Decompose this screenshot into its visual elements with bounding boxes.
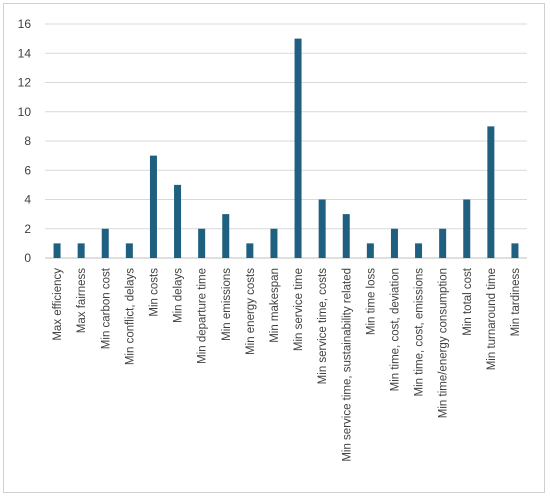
x-category-label: Min departure time — [197, 268, 209, 364]
x-category-label: Min conflict, delays — [124, 268, 136, 365]
x-category-label: Min total cost — [462, 267, 474, 336]
bar — [463, 199, 471, 258]
y-tick-label: 2 — [24, 222, 31, 236]
x-category-label: Min carbon cost — [100, 267, 112, 349]
bar — [511, 243, 519, 258]
y-tick-label: 10 — [18, 105, 32, 119]
bar — [246, 243, 254, 258]
x-category-label: Min time, cost, deviation — [389, 268, 401, 391]
x-category-label: Min time/energy consumption — [438, 268, 450, 418]
y-tick-label: 8 — [24, 134, 31, 148]
y-tick-label: 14 — [18, 46, 32, 60]
x-category-label: Min service time, costs — [317, 268, 329, 385]
bar — [198, 228, 206, 258]
x-category-label: Min service time, sustainability related — [341, 268, 353, 462]
bar — [149, 155, 157, 258]
x-category-label: Max efficiency — [52, 268, 64, 341]
bar — [125, 243, 133, 258]
bar — [390, 228, 398, 258]
bar — [342, 214, 350, 258]
bar — [294, 38, 302, 258]
x-category-label: Min emissions — [221, 268, 233, 341]
bar — [77, 243, 85, 258]
x-category-label: Min time, cost, emissions — [414, 268, 426, 397]
bar — [415, 243, 423, 258]
x-category-label: Min makespan — [269, 268, 281, 343]
x-category-label: Min energy costs — [245, 268, 257, 355]
x-category-label: Min service time — [293, 268, 305, 351]
x-category-label: Min delays — [173, 268, 185, 323]
bar — [174, 184, 182, 258]
x-category-label: Min costs — [148, 268, 160, 317]
bar — [222, 214, 230, 258]
bar — [53, 243, 61, 258]
y-tick-label: 4 — [24, 193, 31, 207]
bar — [101, 228, 109, 258]
y-tick-label: 0 — [24, 251, 31, 265]
x-category-label: Min time loss — [365, 268, 377, 335]
bar — [270, 228, 278, 258]
y-tick-label: 16 — [18, 17, 32, 31]
bar — [439, 228, 447, 258]
x-category-label: Min turnaround time — [486, 268, 498, 370]
bar — [318, 199, 326, 258]
bar — [366, 243, 374, 258]
x-category-label: Min tardiness — [510, 268, 522, 337]
bar — [487, 126, 495, 258]
y-tick-label: 12 — [18, 76, 32, 90]
y-tick-label: 6 — [24, 163, 31, 177]
x-category-label: Max fairness — [76, 268, 88, 333]
